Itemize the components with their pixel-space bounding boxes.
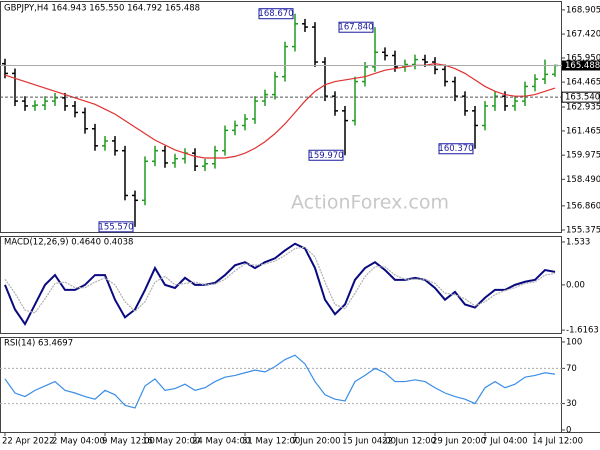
x-tick-label: 14 Jul 12:00	[532, 437, 583, 447]
x-tick-label: 7 Jun 20:00	[292, 437, 341, 447]
macd-title: MACD(12,26,9) 0.4640 0.4038	[4, 238, 133, 248]
series-line	[4, 246, 556, 314]
y-tick-label: 0.00	[566, 280, 585, 290]
watermark: ActionForex.com	[291, 192, 449, 214]
y-tick-label: 156.860	[566, 201, 600, 211]
annotation-box	[338, 21, 374, 33]
x-tick-label: 9 May 12:00	[102, 437, 155, 447]
annotation-box	[308, 149, 344, 161]
y-tick-label: 0	[566, 425, 571, 435]
x-tick-label: 31 May 12:00	[242, 437, 300, 447]
y-tick-label: 165.950	[566, 53, 600, 63]
reference-label: 163.540	[565, 93, 600, 103]
annotation-label: 168.670	[258, 9, 293, 19]
x-tick-label: 24 May 04:00	[192, 437, 250, 447]
y-tick-label: 30	[566, 399, 577, 409]
series-line	[4, 354, 556, 409]
y-tick-label: 164.465	[566, 78, 600, 88]
price-panel-frame	[0, 1, 562, 233]
annotation-box	[258, 8, 294, 20]
annotation-box	[438, 143, 474, 155]
y-tick-label: 155.375	[566, 226, 600, 236]
annotation-label: 167.840	[338, 23, 373, 33]
y-tick-label: 100	[566, 337, 582, 347]
y-tick-label: 158.490	[566, 175, 600, 185]
y-tick-label: 168.905	[566, 5, 600, 15]
y-tick-label: 1.533	[566, 237, 590, 247]
reference-label-box	[561, 91, 600, 103]
x-tick-label: 15 Jun 04:00	[342, 437, 396, 447]
annotation-label: 155.570	[98, 222, 133, 232]
current-price-box	[562, 60, 600, 71]
y-tick-label: 161.465	[566, 126, 600, 136]
annotation-label: 160.370	[438, 144, 473, 154]
x-tick-label: 22 Apr 2022	[2, 437, 55, 447]
y-tick-label: 159.975	[566, 151, 600, 161]
y-tick-label: 162.935	[566, 103, 600, 113]
series-line	[4, 242, 556, 326]
y-tick-label: -1.6163	[566, 326, 599, 336]
y-tick-label: 167.420	[566, 30, 600, 40]
x-tick-label: 22 Jun 12:00	[382, 437, 436, 447]
x-tick-label: 7 Jul 04:00	[482, 437, 528, 447]
x-tick-label: 2 May 04:00	[52, 437, 105, 447]
annotation-label: 159.970	[308, 151, 343, 161]
annotation-box	[98, 221, 134, 233]
rsi-title: RSI(14) 63.4697	[4, 339, 73, 349]
rsi-panel-frame	[0, 337, 562, 433]
current-price-label: 165.488	[565, 61, 600, 71]
x-tick-label: 16 May 20:00	[142, 437, 200, 447]
series-line	[4, 63, 556, 159]
x-tick-label: 29 Jun 20:00	[432, 437, 486, 447]
y-tick-label: 70	[566, 364, 577, 374]
macd-panel-frame	[0, 236, 562, 334]
price-title: GBPJPY,H4 164.943 165.550 164.792 165.48…	[4, 4, 200, 14]
